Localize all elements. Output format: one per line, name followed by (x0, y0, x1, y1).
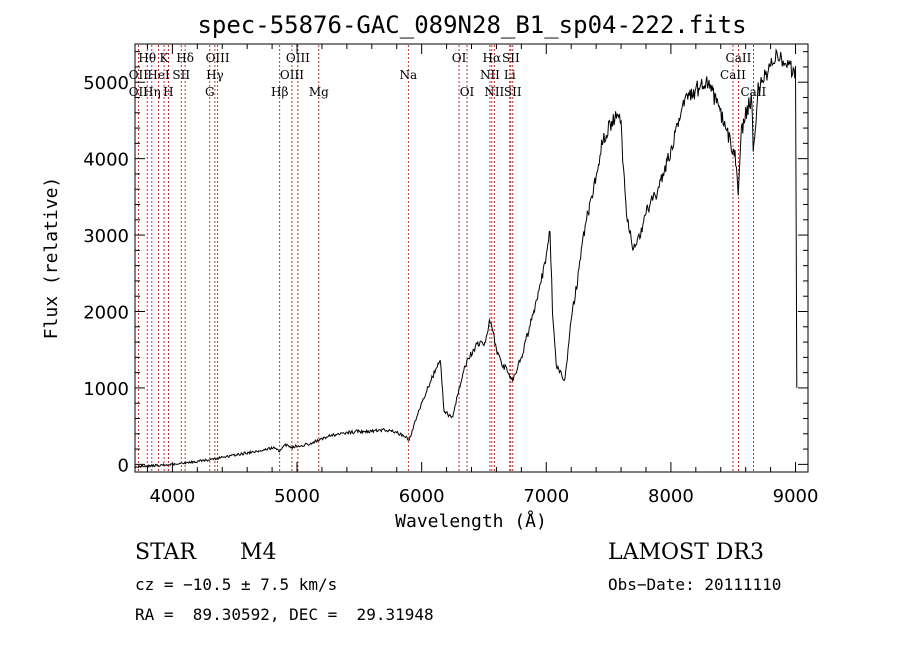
spectral-line-label: SII (504, 85, 522, 99)
spectral-line-label: Hθ (138, 51, 156, 65)
spectral-line-label: OI (452, 51, 467, 65)
spectral-line-label: NII (480, 68, 500, 82)
line-labels: HθOIIOIIHηHeIKHSIIHδGHγOIIIHβOIIIOIIIMgN… (129, 51, 767, 99)
coordinates: RA = 89.30592, DEC = 29.31948 (135, 605, 434, 624)
spectral-line-label: Na (399, 68, 417, 82)
spectral-line-label: OIII (280, 68, 304, 82)
spectral-line-label: Hα (483, 51, 502, 65)
y-tick-label: 1000 (83, 379, 129, 400)
spectral-line-label: G (205, 85, 215, 99)
spectral-line-label: SII (502, 51, 520, 65)
spectral-line-label: CaII (740, 85, 766, 99)
y-tick-label: 2000 (83, 303, 129, 324)
spectral-line-label: Hβ (271, 85, 288, 99)
y-tick-label: 5000 (83, 73, 129, 94)
spectral-line-label: Hγ (206, 68, 224, 82)
subclass: M4 (240, 540, 277, 565)
spectral-line-label: OII (129, 85, 149, 99)
x-axis-label: Wavelength (Å) (395, 510, 547, 532)
chart-title: spec-55876-GAC_089N28_B1_sp04-222.fits (197, 11, 746, 39)
spectral-line-label: K (160, 51, 170, 65)
spectral-line-label: Li (504, 68, 516, 82)
spectral-line-label: OIII (286, 51, 310, 65)
redshift-value: cz = −10.5 ± 7.5 km/s (135, 575, 338, 594)
spectral-line-label: CaII (726, 51, 752, 65)
y-axis-label: Flux (relative) (41, 177, 62, 340)
spectral-line-label: OI (460, 85, 475, 99)
x-axis: 4000 5000 6000 7000 8000 9000 (146, 44, 819, 507)
flux-series-line (134, 48, 798, 469)
spectral-line-label: NII (484, 85, 504, 99)
spectral-line-label: H (163, 85, 173, 99)
spectral-line-label: OII (129, 68, 149, 82)
obs-date: Obs−Date: 20111110 (608, 575, 782, 594)
object-class: STAR (135, 540, 196, 565)
spectral-line-label: OIII (206, 51, 230, 65)
y-tick-label: 0 (118, 455, 129, 476)
x-tick-label: 4000 (149, 486, 195, 507)
x-tick-label: 9000 (773, 486, 819, 507)
y-tick-label: 4000 (83, 150, 129, 171)
x-tick-label: 6000 (399, 486, 445, 507)
emission-lines (137, 45, 754, 471)
spectral-line-label: CaII (720, 68, 746, 82)
y-axis: 0 1000 2000 3000 4000 5000 (83, 51, 808, 476)
spectral-line-label: SII (172, 68, 190, 82)
spectral-line-label: Mg (309, 85, 329, 99)
x-tick-label: 5000 (274, 486, 320, 507)
plot-frame (134, 43, 809, 473)
survey-name: LAMOST DR3 (608, 540, 764, 565)
x-tick-label: 8000 (648, 486, 694, 507)
spectral-line-label: HeI (147, 68, 170, 82)
y-tick-label: 3000 (83, 226, 129, 247)
spectral-line-label: Hη (143, 85, 161, 99)
spectral-line-label: Hδ (176, 51, 194, 65)
x-tick-label: 7000 (523, 486, 569, 507)
